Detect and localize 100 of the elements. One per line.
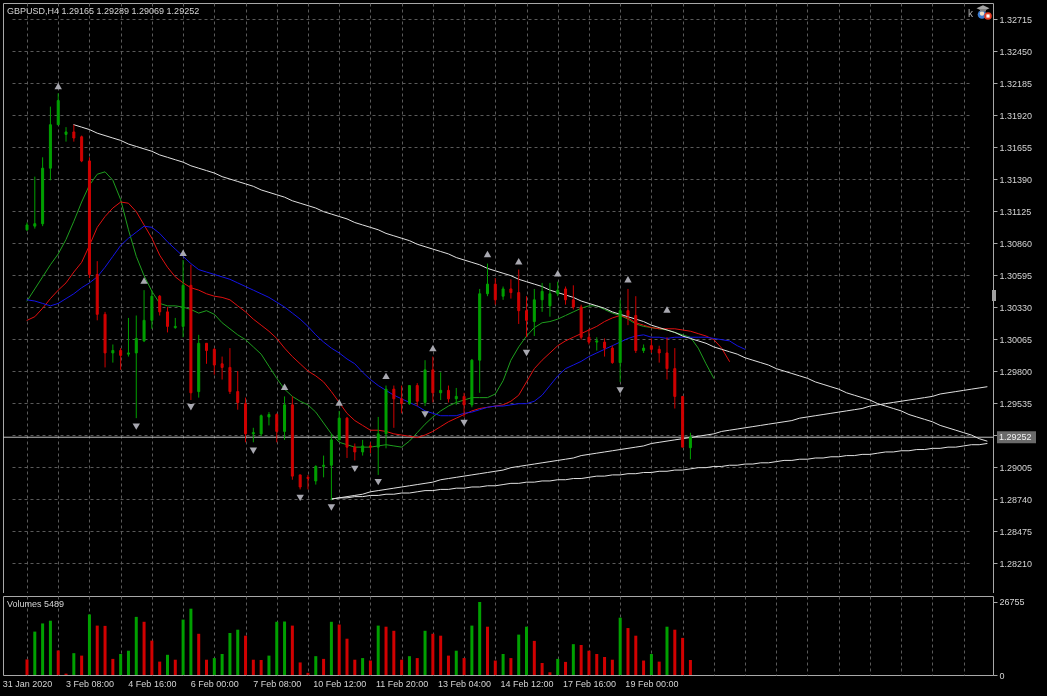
y-tick-label: 1.28210 [999,558,1033,569]
bar [165,654,169,675]
point [421,411,429,418]
chart-title: Volumes 5489 [7,599,65,609]
bar [353,659,357,675]
bar [485,626,489,675]
candlestick [626,288,630,326]
bar [181,619,185,675]
point [374,478,382,486]
y-tick-label: 26755 [999,597,1025,608]
bar [618,617,622,675]
candlestick [509,278,513,300]
bar [579,644,583,675]
candlestick [525,295,529,338]
line-series [26,225,746,417]
bar [205,659,209,675]
bar [25,659,29,675]
y-tick-label: 1.28475 [999,526,1033,537]
point [663,306,671,313]
candlestick [111,343,115,364]
bar [400,659,404,675]
candlestick [415,382,419,407]
bar [470,625,474,675]
point [179,249,187,256]
bar [197,633,201,675]
bar [212,658,216,675]
bar [283,621,287,675]
candlestick [400,385,404,414]
bar [642,660,646,675]
bar [509,658,513,675]
bar [322,658,326,675]
bar [80,655,84,675]
candlestick [392,385,396,429]
x-tick-label: 11 Feb 20:00 [375,678,429,689]
bar [314,656,318,675]
candlestick [165,306,169,333]
candlestick [540,282,544,313]
point [140,277,148,284]
candlestick [275,412,279,443]
y-tick-label: 1.29800 [999,366,1033,377]
bar [665,626,669,675]
y-tick-label: 0 [999,670,1005,681]
point [280,383,289,390]
bar [540,662,544,675]
annotation: k [968,8,974,19]
bar [48,620,52,675]
bar [525,626,529,675]
bar [517,634,521,675]
candlestick [431,356,435,403]
candlestick [64,126,68,143]
bar [532,640,536,675]
candlestick [119,347,123,371]
y-tick-label: 1.30860 [999,238,1033,249]
y-tick-label: 1.31655 [999,142,1033,153]
candlestick [134,315,138,419]
y-tick-label: 1.30065 [999,334,1033,345]
bar [673,629,677,675]
x-tick-label: 10 Feb 12:00 [313,678,367,689]
candlestick [688,432,692,460]
point [132,423,140,430]
candlestick [376,416,380,476]
y-tick-label: 1.30330 [999,302,1033,313]
candlestick [267,411,271,426]
bar [407,656,411,675]
bar [298,662,302,675]
y-tick-label: 1.31125 [999,206,1032,217]
y-tick-label: 1.29005 [999,462,1033,473]
candlestick [205,342,209,365]
y-tick-label: 1.31920 [999,110,1033,121]
chart-title: GBPUSD,H4 1.29165 1.29289 1.29069 1.29252 [7,6,200,16]
bar [236,629,240,675]
bar [610,659,614,675]
candlestick [220,356,224,381]
candlestick [322,455,326,478]
bar [126,650,130,675]
y-tick-label: 1.32715 [999,14,1033,25]
bar [95,625,99,675]
candlestick [462,392,466,418]
candlestick [236,370,240,411]
bar [33,631,37,675]
bar [462,658,466,675]
bar [251,659,255,675]
bar [446,655,450,675]
candlestick [212,347,216,376]
bar [103,625,107,675]
candlestick [126,317,130,358]
line-series [26,201,730,438]
bar [587,650,591,675]
bar [415,658,419,675]
bar [72,653,76,675]
bar [275,621,279,675]
bar [259,659,263,675]
bar [439,635,443,675]
y-tick-label: 1.32450 [999,46,1033,57]
x-tick-label: 6 Feb 00:00 [190,678,239,689]
candlestick [407,385,411,406]
bar [501,653,505,675]
candlestick [532,288,536,337]
bar [345,638,349,675]
bar [626,628,630,675]
